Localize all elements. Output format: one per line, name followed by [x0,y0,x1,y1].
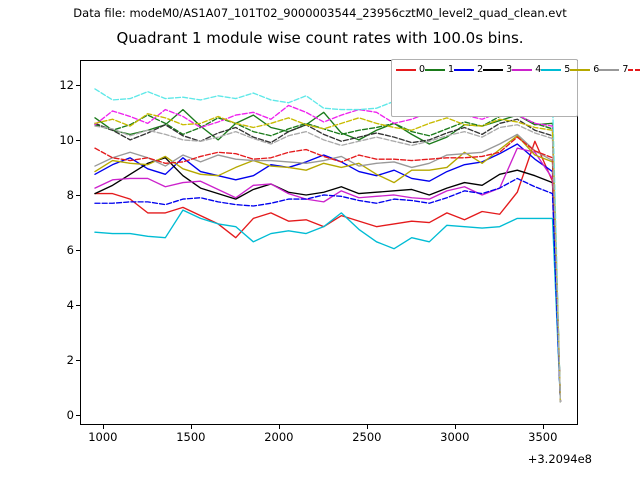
legend-swatch-icon-2 [454,68,475,71]
x-tick-mark [454,425,456,429]
legend-swatch-icon-8 [628,68,640,71]
legend-item-8[interactable]: 8 [628,63,640,76]
y-tick-mark [76,139,80,141]
x-tick-label: 2500 [352,430,382,444]
x-tick-mark [190,425,192,429]
legend-label: 2 [477,64,484,75]
legend-swatch-icon-1 [425,68,446,71]
legend-swatch-icon-0 [396,68,416,71]
series-line-9 [94,114,562,403]
series-line-10 [94,177,562,403]
legend-label: 5 [564,64,571,75]
legend[interactable]: 0123456789101112131415 [391,59,640,117]
plot-axes-frame [80,60,578,425]
legend-swatch-icon-6 [570,68,591,71]
legend-swatch-icon-5 [541,68,562,71]
y-tick-mark [76,415,80,417]
y-tick-label: 12 [59,77,74,92]
legend-item-7[interactable]: 7 [599,63,628,76]
x-tick-label: 3000 [440,430,470,444]
data-file-caption: Data file: modeM0/AS1A07_101T02_90000035… [73,6,567,20]
x-tick-label: 2000 [264,430,294,444]
series-line-2 [94,143,562,403]
y-tick-label: 2 [66,353,74,368]
legend-label: 0 [419,64,426,75]
legend-item-6[interactable]: 6 [570,63,599,76]
series-line-5 [94,209,562,403]
y-tick-mark [76,250,80,252]
x-tick-label: 1000 [88,430,118,444]
legend-label: 3 [506,64,513,75]
legend-item-1[interactable]: 1 [425,63,454,76]
chart-title: Quadrant 1 module wise count rates with … [116,29,524,47]
x-tick-mark [542,425,544,429]
x-tick-mark [278,425,280,429]
series-line-12 [94,104,562,403]
series-line-15 [94,124,562,403]
series-line-6 [94,135,562,403]
y-tick-mark [76,84,80,86]
legend-swatch-icon-4 [512,68,533,71]
y-tick-label: 4 [66,298,74,313]
series-line-14 [94,113,562,403]
series-line-4 [94,147,562,403]
y-tick-label: 10 [59,132,74,147]
y-tick-mark [76,305,80,307]
x-axis-offset-label: +3.2094e8 [527,452,592,466]
y-tick-label: 6 [66,243,74,258]
legend-item-5[interactable]: 5 [541,63,570,76]
legend-label: 1 [448,64,455,75]
series-line-8 [94,136,562,403]
series-line-3 [94,157,562,403]
legend-label: 4 [535,64,542,75]
y-tick-label: 8 [66,187,74,202]
legend-item-4[interactable]: 4 [512,63,541,76]
legend-label: 7 [622,64,629,75]
x-tick-mark [102,425,104,429]
legend-swatch-icon-7 [599,68,620,71]
x-tick-mark [366,425,368,429]
legend-item-2[interactable]: 2 [454,63,483,76]
series-line-1 [94,108,562,403]
legend-item-0[interactable]: 0 [396,63,425,76]
legend-swatch-icon-3 [483,68,504,71]
legend-item-3[interactable]: 3 [483,63,512,76]
legend-label: 6 [593,64,600,75]
series-line-0 [94,140,562,403]
y-tick-mark [76,360,80,362]
series-line-11 [94,118,562,403]
y-tick-mark [76,194,80,196]
y-tick-label: 0 [66,408,74,423]
x-tick-label: 3500 [528,430,558,444]
x-tick-label: 1500 [176,430,206,444]
